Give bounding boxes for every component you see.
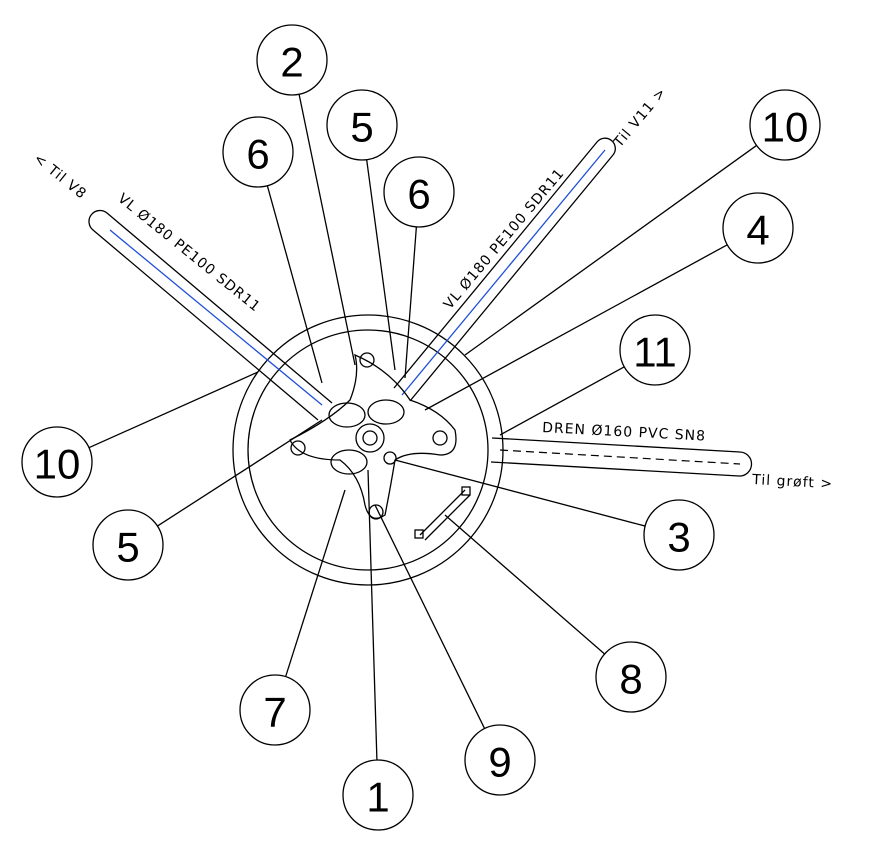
leader-line xyxy=(394,459,646,527)
pipe-label: VL Ø180 PE100 SDR11 xyxy=(114,191,263,316)
leader-line xyxy=(366,159,396,371)
callout-number: 7 xyxy=(263,689,286,736)
callout-balloon xyxy=(383,156,455,228)
leader-line xyxy=(404,226,418,379)
callout-number: 2 xyxy=(280,39,303,86)
leader-line xyxy=(367,469,378,761)
leader-line xyxy=(88,371,259,449)
leader-line xyxy=(499,366,625,436)
callout-number: 8 xyxy=(619,656,642,703)
callout-balloon xyxy=(21,426,93,498)
callout-balloon xyxy=(722,192,794,264)
callout-balloon xyxy=(619,314,691,386)
leader-line xyxy=(374,504,486,729)
leader-line xyxy=(266,185,323,384)
callout-number: 1 xyxy=(366,774,389,821)
pipe-label: DREN Ø160 PVC SN8 xyxy=(542,420,707,445)
callout-balloon xyxy=(342,759,414,831)
callout-balloon xyxy=(595,641,667,713)
callout-number: 5 xyxy=(350,104,373,151)
callout-balloon xyxy=(256,24,328,96)
callout-balloon xyxy=(222,116,294,188)
pipe-label: Til V11 > xyxy=(610,84,670,151)
leader-line xyxy=(444,514,606,655)
callout-number: 10 xyxy=(34,441,81,488)
leader-line xyxy=(284,489,346,677)
pipe-label: < Til V8 xyxy=(30,151,89,203)
callout-number: 11 xyxy=(633,329,677,376)
callout-balloon xyxy=(239,674,311,746)
callout-number: 4 xyxy=(746,207,769,254)
pipe-label: VL Ø180 PE100 SDR11 xyxy=(441,165,568,312)
callout-balloon xyxy=(326,89,398,161)
callout-number: 10 xyxy=(762,104,809,151)
manhole xyxy=(88,137,753,586)
leader-line xyxy=(464,144,757,356)
callout-balloon xyxy=(92,509,164,581)
leader-line xyxy=(157,419,323,527)
callout-balloon xyxy=(749,89,821,161)
leader-line xyxy=(424,244,728,411)
callout-number: 6 xyxy=(246,131,269,178)
callout-number: 3 xyxy=(667,514,690,561)
callout-number: 6 xyxy=(407,171,430,218)
callout-number: 9 xyxy=(488,739,511,786)
leader-line xyxy=(298,94,356,366)
pipe-label: Til grøft > xyxy=(751,472,834,492)
callout-number: 5 xyxy=(116,524,139,571)
callout-balloon xyxy=(643,499,715,571)
callout-balloon xyxy=(464,724,536,796)
